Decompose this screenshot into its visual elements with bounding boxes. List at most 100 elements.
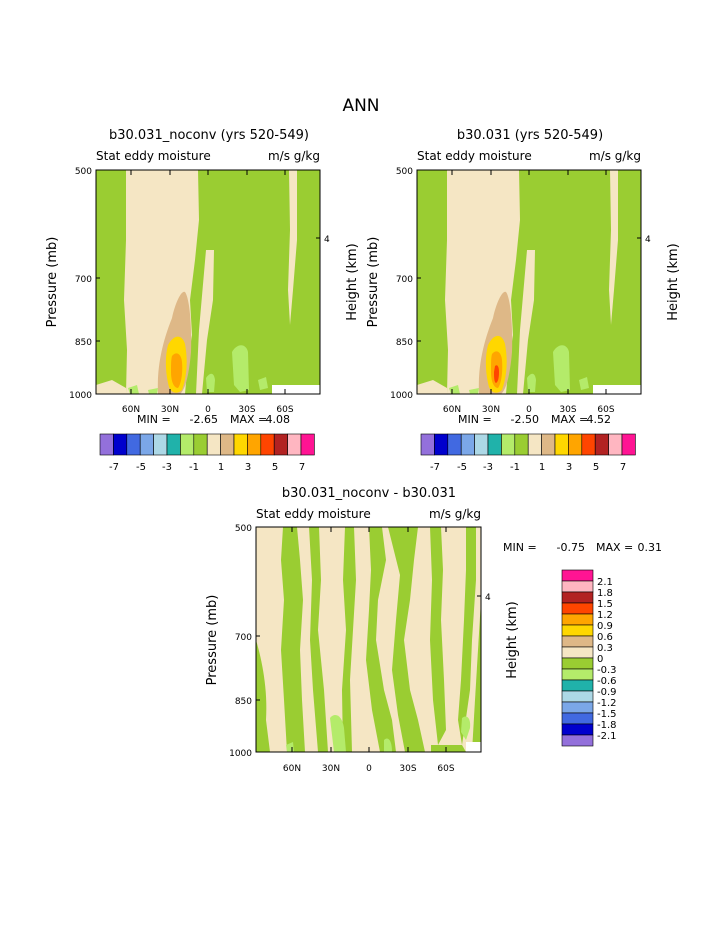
colorbar-swatch	[434, 433, 449, 456]
panel-3-max-value: 0.31	[638, 541, 663, 554]
panel-1-subtitle-right: m/s g/kg	[268, 149, 320, 163]
panel-2-cbar-label: 5	[593, 462, 599, 473]
panel-1-min-value: -2.65	[190, 413, 218, 426]
colorbar-swatch	[568, 433, 583, 456]
panel-2-ylabel-right: Height (km)	[666, 243, 681, 320]
panel-1-xtick-30n: 30N	[161, 405, 179, 415]
panel-3-cbar-label: 2.1	[597, 577, 613, 588]
colorbar-swatch	[447, 433, 462, 456]
panel-1-cbar-label: -3	[162, 462, 172, 473]
colorbar-swatch	[581, 433, 596, 456]
colorbar-swatch	[99, 433, 114, 456]
colorbar-swatch	[621, 433, 636, 456]
panel-2-xtick-30n: 30N	[482, 405, 500, 415]
panel-1-colorbar	[99, 433, 315, 456]
colorbar-swatch	[608, 433, 623, 456]
panel-1-title: b30.031_noconv (yrs 520-549)	[109, 128, 309, 143]
panel-3-min-label: MIN =	[503, 541, 537, 554]
panel-3-cbar-label: -2.1	[597, 731, 617, 742]
panel-1-max-label: MAX =	[230, 413, 267, 426]
panel-3-cbar-label: -0.6	[597, 676, 617, 687]
panel-1-ytick-700: 700	[75, 275, 92, 285]
panel-2: b30.031 (yrs 520-549) Stat eddy moisture…	[366, 128, 681, 473]
panel-3-cbar-label: 0	[597, 654, 603, 665]
colorbar-swatch	[420, 433, 435, 456]
panel-2-subtitle-right: m/s g/kg	[589, 149, 641, 163]
panel-2-max-label: MAX =	[551, 413, 588, 426]
panel-1-cbar-label: 5	[272, 462, 278, 473]
panel-2-xtick-0: 0	[526, 405, 532, 415]
colorbar-swatch	[594, 433, 609, 456]
colorbar-swatch	[126, 433, 141, 456]
panel-1-ylabel-right: Height (km)	[345, 243, 360, 320]
panel-3-subtitle-left: Stat eddy moisture	[256, 507, 371, 521]
panel-2-title: b30.031 (yrs 520-549)	[457, 128, 603, 143]
colorbar-swatch	[561, 712, 594, 725]
panel-1-ytick-1000: 1000	[69, 391, 92, 401]
panel-3-xtick-30s: 30S	[399, 764, 416, 774]
panel-2-min-value: -2.50	[511, 413, 539, 426]
colorbar-swatch	[166, 433, 181, 456]
panel-3-axes	[256, 526, 481, 753]
colorbar-swatch	[561, 657, 594, 670]
panel-3-xtick-60s: 60S	[437, 764, 454, 774]
colorbar-swatch	[514, 433, 529, 456]
colorbar-swatch	[541, 433, 556, 456]
panel-3-xtick-0: 0	[366, 764, 372, 774]
panel-3-cbar-label: 1.2	[597, 610, 613, 621]
colorbar-swatch	[561, 569, 594, 582]
panel-1-ytick-850: 850	[75, 338, 92, 348]
panel-1-subtitle-left: Stat eddy moisture	[96, 149, 211, 163]
panel-1-xtick-60s: 60S	[276, 405, 293, 415]
panel-1-ytick-right-4: 4	[324, 235, 330, 245]
panel-3-cbar-label: 0.6	[597, 632, 613, 643]
panel-2-cbar-label: -1	[510, 462, 520, 473]
panel-3-max-label: MAX =	[596, 541, 633, 554]
panel-1-ytick-500: 500	[75, 167, 92, 177]
panel-3-xtick-60n: 60N	[283, 764, 301, 774]
colorbar-swatch	[561, 602, 594, 615]
panel-2-xtick-60s: 60S	[597, 405, 614, 415]
panel-2-ylabel: Pressure (mb)	[366, 237, 381, 328]
colorbar-swatch	[139, 433, 154, 456]
colorbar-swatch	[260, 433, 275, 456]
panel-2-cbar-label: -5	[457, 462, 467, 473]
colorbar-swatch	[287, 433, 302, 456]
panel-2-plot	[416, 169, 642, 395]
colorbar-swatch	[561, 613, 594, 626]
panel-3-ylabel-right: Height (km)	[505, 601, 520, 678]
panel-2-cbar-label: 1	[539, 462, 545, 473]
colorbar-swatch	[561, 679, 594, 692]
panel-2-colorbar	[420, 433, 636, 456]
panel-1-axes	[96, 169, 320, 395]
panel-1-min-label: MIN =	[137, 413, 171, 426]
panel-3-xtick-30n: 30N	[322, 764, 340, 774]
colorbar-swatch	[206, 433, 221, 456]
panel-3-cbar-label: -1.8	[597, 720, 617, 731]
colorbar-swatch	[247, 433, 262, 456]
panel-3-ytick-500: 500	[235, 524, 252, 534]
panel-2-max-value: 4.52	[587, 413, 612, 426]
panel-2-ytick-right-4: 4	[645, 235, 651, 245]
panel-3-ylabel: Pressure (mb)	[205, 595, 220, 686]
panel-1: b30.031_noconv (yrs 520-549) Stat eddy m…	[45, 128, 360, 473]
colorbar-swatch	[561, 580, 594, 593]
panel-2-ytick-700: 700	[396, 275, 413, 285]
panel-2-cbar-label: 7	[620, 462, 626, 473]
panel-1-max-value: 4.08	[266, 413, 291, 426]
colorbar-swatch	[561, 668, 594, 681]
colorbar-swatch	[193, 433, 208, 456]
page-title: ANN	[342, 96, 379, 116]
panel-2-xtick-60n: 60N	[443, 405, 461, 415]
colorbar-swatch	[561, 624, 594, 637]
colorbar-swatch	[561, 635, 594, 648]
panel-3-cbar-label: -1.2	[597, 698, 617, 709]
panel-1-xtick-0: 0	[205, 405, 211, 415]
panel-2-min-label: MIN =	[458, 413, 492, 426]
panel-2-cbar-label: -3	[483, 462, 493, 473]
panel-3-colorbar	[561, 569, 594, 747]
panel-2-ytick-850: 850	[396, 338, 413, 348]
panel-1-cbar-label: 3	[245, 462, 251, 473]
colorbar-swatch	[273, 433, 288, 456]
